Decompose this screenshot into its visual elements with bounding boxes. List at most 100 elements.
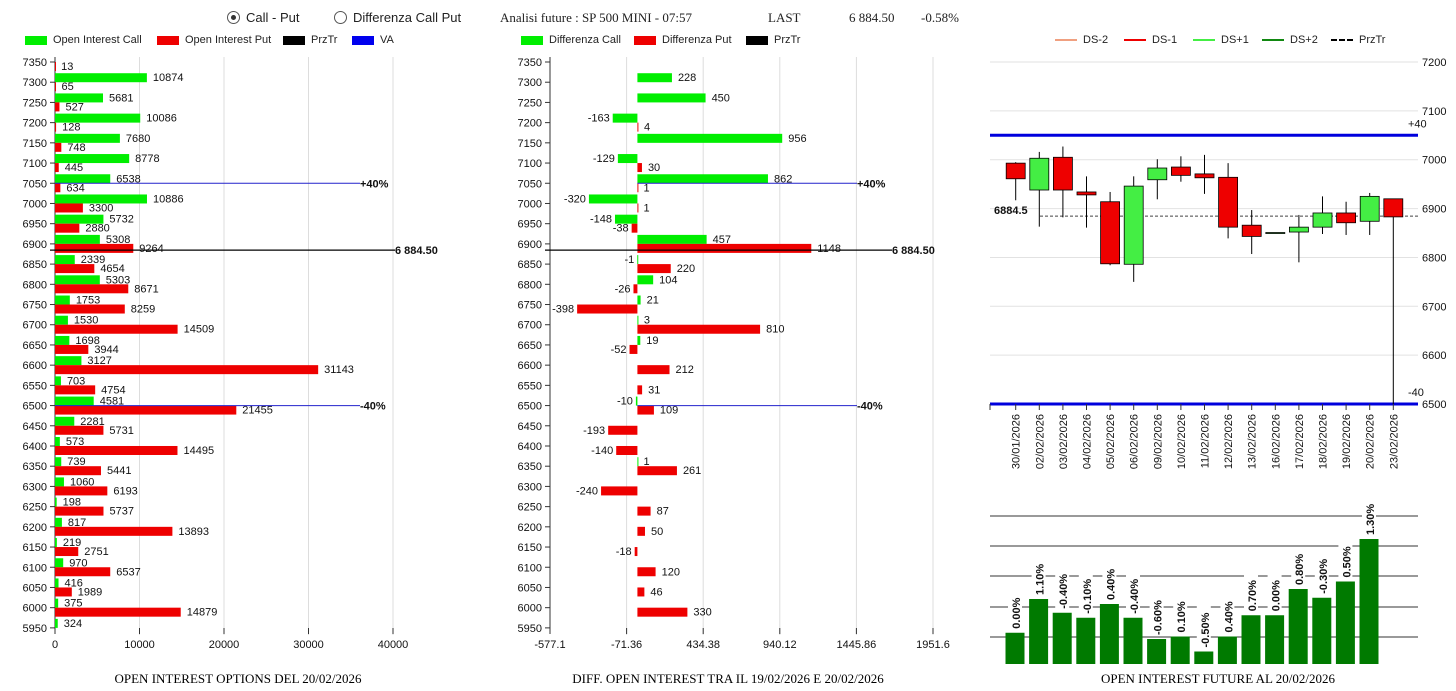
y-tick-label: 6850 bbox=[23, 259, 47, 271]
bar-value-label: 6537 bbox=[116, 566, 140, 578]
legend-candle-przTr: PrzTr bbox=[1331, 34, 1385, 46]
call-bar bbox=[637, 73, 672, 83]
bar-value-label: 457 bbox=[713, 234, 731, 246]
candle-body bbox=[1076, 191, 1097, 196]
date-label: 18/02/2026 bbox=[1318, 414, 1330, 469]
legend-ds-1: DS-1 bbox=[1124, 34, 1177, 46]
bar-value-label: -140 bbox=[591, 445, 613, 457]
put-bar bbox=[55, 547, 79, 557]
price-marker-label: 6884.5 bbox=[994, 205, 1028, 217]
put-bar bbox=[55, 385, 96, 395]
y-tick-label: 6700 bbox=[1422, 301, 1446, 313]
future-oi-bar bbox=[1265, 615, 1285, 664]
va-band-label: -40 bbox=[1408, 387, 1424, 399]
legend-label: PrzTr bbox=[1359, 34, 1386, 46]
y-tick-label: 5950 bbox=[518, 623, 542, 635]
bar-value-label: -129 bbox=[593, 153, 615, 165]
candle-body bbox=[1005, 162, 1026, 180]
y-tick-label: 7250 bbox=[23, 97, 47, 109]
y-tick-label: 6400 bbox=[23, 441, 47, 453]
candle-body bbox=[1359, 195, 1380, 222]
legend-ds+2: DS+2 bbox=[1262, 34, 1318, 46]
put-bar bbox=[55, 587, 72, 597]
last-label: LAST bbox=[768, 10, 801, 25]
x-tick-label: 1951.6 bbox=[916, 639, 950, 651]
bar-value-label: 5308 bbox=[106, 234, 130, 246]
y-tick-label: 6700 bbox=[518, 320, 542, 332]
radio-call-put[interactable]: Call - Put bbox=[227, 10, 299, 25]
reference-line-label: -40% bbox=[360, 401, 386, 413]
line-icon bbox=[1331, 39, 1353, 41]
candle-body bbox=[1336, 212, 1356, 224]
call-bar bbox=[637, 335, 641, 345]
bar-value-label: -0.40% bbox=[1129, 579, 1141, 614]
bar-value-label: 5681 bbox=[109, 92, 133, 104]
put-bar bbox=[55, 82, 56, 92]
put-bar bbox=[55, 102, 60, 112]
legend-label: DS-1 bbox=[1152, 34, 1178, 46]
radio-differenza[interactable]: Differenza Call Put bbox=[334, 10, 461, 25]
put-bar bbox=[55, 142, 62, 152]
call-bar bbox=[55, 477, 64, 487]
put-bar bbox=[55, 243, 134, 253]
call-bar bbox=[637, 234, 707, 244]
bar-value-label: 817 bbox=[68, 517, 86, 529]
radio-label: Call - Put bbox=[246, 10, 300, 25]
line-icon bbox=[1262, 39, 1284, 41]
y-tick-label: 6050 bbox=[518, 582, 542, 594]
bar-value-label: 3 bbox=[644, 315, 650, 327]
legend-label: DS-2 bbox=[1083, 34, 1109, 46]
future-oi-bar bbox=[1052, 612, 1072, 664]
future-oi-bar bbox=[1147, 639, 1167, 664]
label-background bbox=[1314, 550, 1329, 593]
last-value: 6 884.50 bbox=[849, 10, 895, 25]
reference-line-label: 6 884.50 bbox=[892, 245, 935, 257]
y-tick-label: 6900 bbox=[1422, 204, 1446, 216]
legend-label: PrzTr bbox=[311, 34, 338, 46]
future-title: Analisi future : SP 500 MINI - 07:57 bbox=[500, 10, 692, 25]
bar-value-label: 2751 bbox=[84, 546, 108, 558]
future-oi-bar bbox=[1241, 615, 1261, 664]
put-bar bbox=[637, 607, 688, 617]
radio-label: Differenza Call Put bbox=[353, 10, 462, 25]
label-background bbox=[1126, 570, 1140, 613]
label-background bbox=[1173, 596, 1188, 632]
bar-value-label: 19 bbox=[646, 335, 658, 347]
legend-label: Open Interest Call bbox=[53, 34, 142, 46]
y-tick-label: 5950 bbox=[23, 623, 47, 635]
candle-body bbox=[1312, 212, 1333, 228]
bar-value-label: -193 bbox=[583, 425, 605, 437]
bar-value-label: -0.10% bbox=[1082, 579, 1094, 614]
put-bar bbox=[634, 547, 638, 557]
y-tick-label: 6400 bbox=[518, 441, 542, 453]
legend-diff-put: Differenza Put bbox=[634, 34, 732, 46]
call-bar bbox=[637, 255, 639, 265]
bar-value-label: 0.10% bbox=[1176, 601, 1188, 632]
bar-value-label: 748 bbox=[67, 142, 85, 154]
bar-value-label: 220 bbox=[677, 263, 695, 275]
y-tick-label: 6350 bbox=[518, 461, 542, 473]
bar-value-label: 1060 bbox=[70, 476, 94, 488]
bar-value-label: -0.50% bbox=[1200, 612, 1212, 647]
date-label: 10/02/2026 bbox=[1176, 414, 1188, 469]
date-label: 23/02/2026 bbox=[1388, 414, 1400, 469]
legend-label: DS+2 bbox=[1290, 34, 1318, 46]
call-bar bbox=[617, 154, 638, 164]
future-oi-bar bbox=[1076, 617, 1096, 664]
legend-ds+1: DS+1 bbox=[1193, 34, 1249, 46]
future-oi-bar bbox=[1288, 589, 1308, 664]
bar-value-label: 13893 bbox=[178, 526, 209, 538]
call-bar bbox=[55, 295, 70, 305]
candle-body bbox=[1194, 173, 1215, 179]
bar-value-label: 1989 bbox=[78, 586, 102, 598]
swatch-icon bbox=[634, 35, 656, 45]
bar-value-label: 1.30% bbox=[1365, 504, 1377, 535]
bar-value-label: 445 bbox=[65, 162, 83, 174]
x-tick-label: -71.36 bbox=[611, 639, 642, 651]
put-bar bbox=[55, 304, 125, 314]
x-tick-label: 10000 bbox=[124, 639, 155, 651]
label-background bbox=[1362, 499, 1376, 534]
call-bar bbox=[55, 335, 70, 345]
date-label: 09/02/2026 bbox=[1152, 414, 1164, 469]
y-tick-label: 7300 bbox=[23, 77, 47, 89]
